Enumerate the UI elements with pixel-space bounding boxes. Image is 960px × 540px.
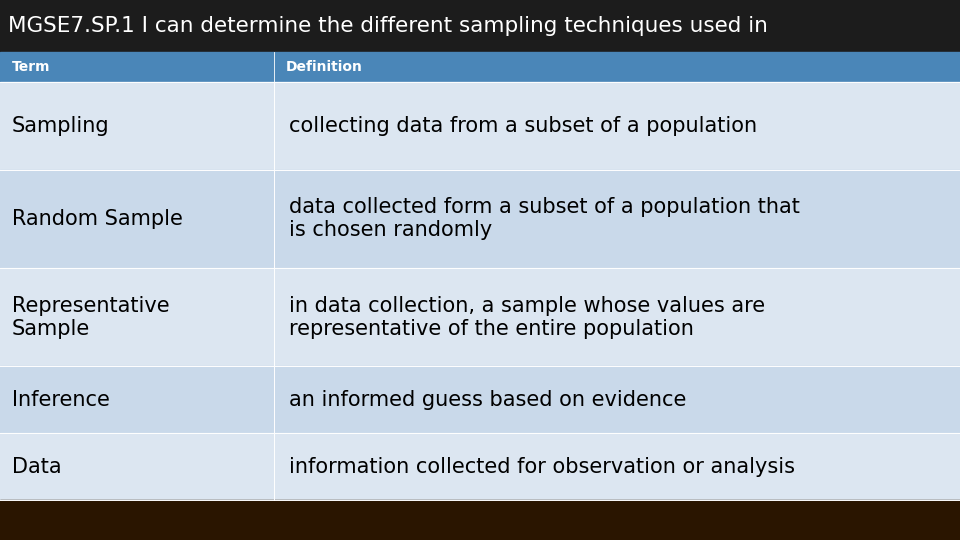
- Bar: [0, 52, 960, 82]
- Bar: [0, 433, 274, 500]
- Bar: [0, 0, 960, 52]
- Text: information collected for observation or analysis: information collected for observation or…: [289, 456, 795, 477]
- Text: data collected form a subset of a population that
is chosen randomly: data collected form a subset of a popula…: [289, 197, 800, 240]
- Bar: [274, 82, 960, 170]
- Bar: [0, 500, 960, 540]
- Text: Representative
Sample: Representative Sample: [12, 295, 170, 339]
- Text: in data collection, a sample whose values are
representative of the entire popul: in data collection, a sample whose value…: [289, 295, 765, 339]
- Text: Inference: Inference: [12, 390, 109, 410]
- Bar: [0, 170, 274, 268]
- Text: Data: Data: [12, 456, 61, 477]
- Text: Definition: Definition: [286, 60, 363, 74]
- Text: Term: Term: [12, 60, 51, 74]
- Bar: [0, 366, 274, 433]
- Bar: [274, 268, 960, 366]
- Bar: [0, 82, 274, 170]
- Text: an informed guess based on evidence: an informed guess based on evidence: [289, 390, 686, 410]
- Text: Sampling: Sampling: [12, 116, 109, 136]
- Text: MGSE7.SP.1 I can determine the different sampling techniques used in: MGSE7.SP.1 I can determine the different…: [8, 16, 768, 36]
- Bar: [0, 268, 274, 366]
- Bar: [274, 433, 960, 500]
- Text: Random Sample: Random Sample: [12, 209, 182, 229]
- Bar: [274, 170, 960, 268]
- Bar: [274, 366, 960, 433]
- Text: collecting data from a subset of a population: collecting data from a subset of a popul…: [289, 116, 756, 136]
